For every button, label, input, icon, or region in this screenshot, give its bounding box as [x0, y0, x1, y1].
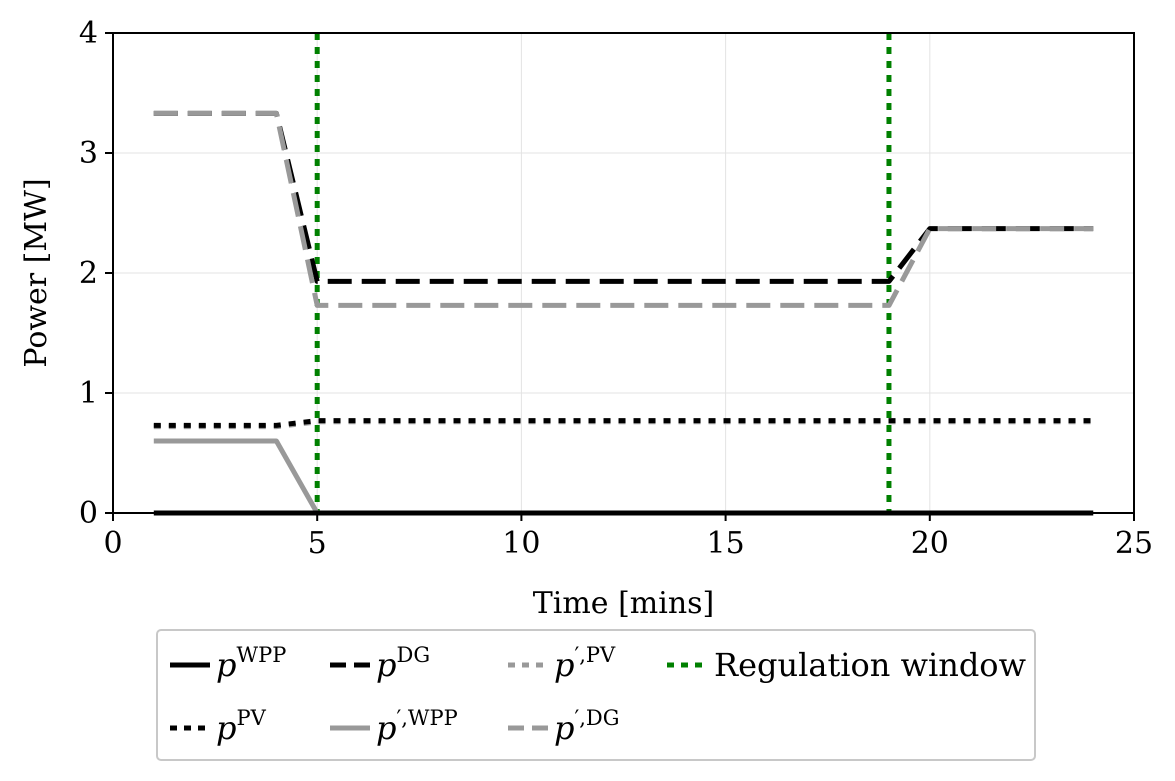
y-tick-label: 0	[79, 496, 98, 531]
y-tick-label: 2	[79, 256, 98, 291]
x-tick-label: 0	[103, 526, 122, 561]
x-tick-label: 5	[308, 526, 327, 561]
series-layer	[153, 110, 1094, 516]
series-line-ppDG	[153, 110, 1094, 308]
x-tick-label: 20	[911, 526, 949, 561]
y-tick-label: 1	[79, 376, 98, 411]
series-line-pPV	[153, 418, 1094, 428]
x-axis-ticks: 0 5 10 15 20 25	[103, 513, 1153, 561]
y-tick-label: 3	[79, 136, 98, 171]
y-axis-title: Power [MW]	[19, 178, 54, 367]
y-tick-label: 4	[79, 16, 98, 51]
legend-box	[156, 629, 1036, 761]
series-line-ppWPP	[153, 438, 1094, 516]
x-tick-label: 15	[707, 526, 745, 561]
y-axis-ticks: 0 1 2 3 4	[79, 16, 113, 531]
legend-label-regulation-window: Regulation window	[714, 646, 1026, 684]
x-tick-label: 25	[1115, 526, 1153, 561]
x-axis-title: Time [mins]	[533, 586, 715, 621]
x-tick-label: 10	[502, 526, 540, 561]
